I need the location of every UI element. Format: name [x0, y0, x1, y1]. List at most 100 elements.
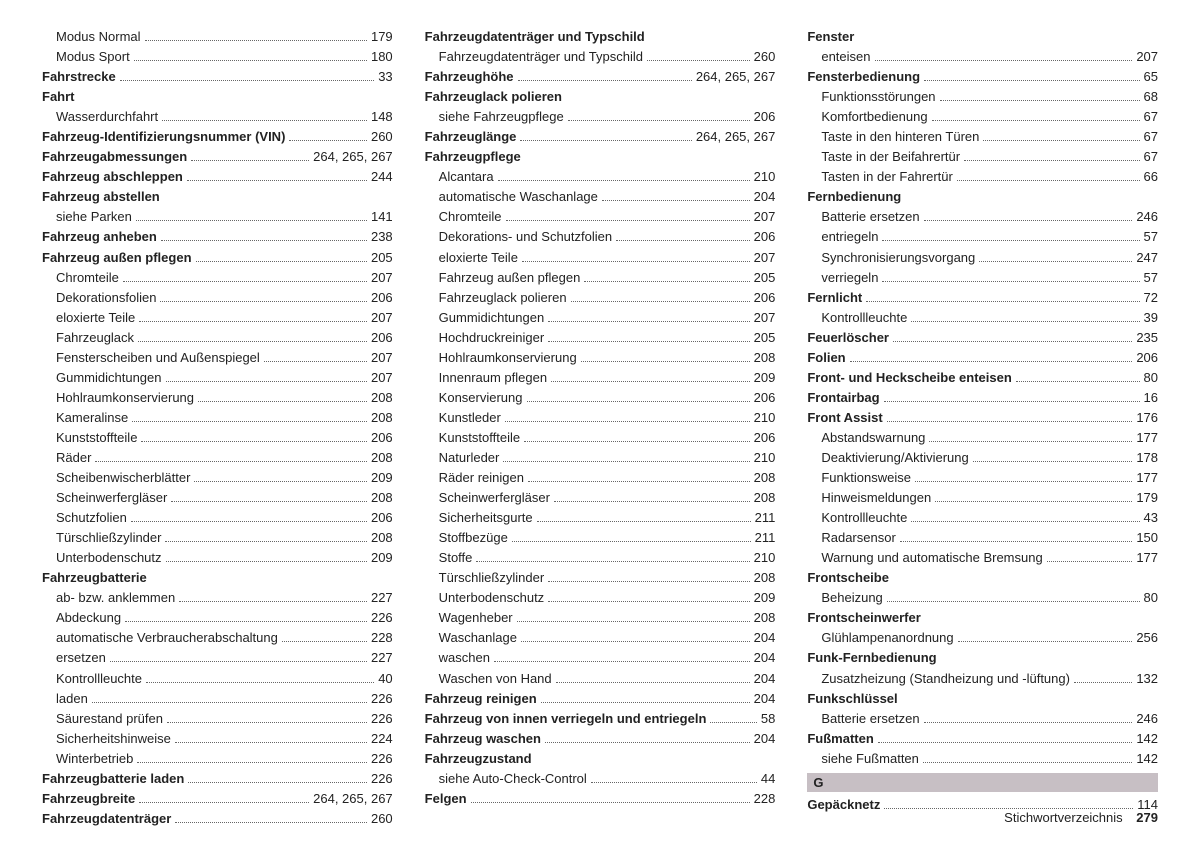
entry-label: Tasten in der Fahrertür: [821, 168, 953, 186]
leader-dots: [289, 140, 367, 141]
leader-dots: [175, 822, 367, 823]
leader-dots: [932, 120, 1140, 121]
entry-label: Hohlraumkonservierung: [439, 349, 577, 367]
entry-label: eloxierte Teile: [439, 249, 518, 267]
leader-dots: [568, 120, 750, 121]
entry-page: 206: [754, 228, 776, 246]
leader-dots: [964, 160, 1139, 161]
index-entry: Hohlraumkonservierung208: [42, 389, 393, 407]
index-entry: Konservierung206: [425, 389, 776, 407]
entry-label: Feuerlöscher: [807, 329, 889, 347]
entry-page: 208: [754, 609, 776, 627]
leader-dots: [494, 661, 750, 662]
entry-page: 204: [754, 730, 776, 748]
entry-page: 177: [1136, 469, 1158, 487]
entry-page: 247: [1136, 249, 1158, 267]
entry-page: 207: [371, 349, 393, 367]
index-entry: Sicherheitsgurte211: [425, 509, 776, 527]
entry-label: Wagenheber: [439, 609, 513, 627]
entry-label: verriegeln: [821, 269, 878, 287]
leader-dots: [139, 321, 367, 322]
leader-dots: [141, 441, 367, 442]
index-entry: Beheizung80: [807, 589, 1158, 607]
index-entry: Folien206: [807, 349, 1158, 367]
leader-dots: [940, 100, 1140, 101]
leader-dots: [123, 281, 367, 282]
entry-page: 208: [371, 489, 393, 507]
entry-label: Fahrzeug abschleppen: [42, 168, 183, 186]
index-entry: Fußmatten142: [807, 730, 1158, 748]
entry-page: 67: [1144, 148, 1158, 166]
index-columns: Modus Normal179Modus Sport180Fahrstrecke…: [42, 28, 1158, 830]
index-entry: Modus Sport180: [42, 48, 393, 66]
leader-dots: [584, 281, 749, 282]
entry-label: Räder: [56, 449, 91, 467]
entry-page: 264, 265, 267: [313, 148, 393, 166]
entry-label: Fahrzeugbatterie laden: [42, 770, 184, 788]
entry-page: 150: [1136, 529, 1158, 547]
index-entry: Winterbetrieb226: [42, 750, 393, 768]
entry-page: 264, 265, 267: [313, 790, 393, 808]
entry-page: 206: [754, 289, 776, 307]
index-entry: siehe Fußmatten142: [807, 750, 1158, 768]
entry-page: 246: [1136, 710, 1158, 728]
index-entry: Fahrzeughöhe264, 265, 267: [425, 68, 776, 86]
index-entry: Türschließzylinder208: [42, 529, 393, 547]
entry-page: 142: [1136, 730, 1158, 748]
entry-label: Frontairbag: [807, 389, 879, 407]
entry-page: 210: [754, 409, 776, 427]
entry-page: 226: [371, 750, 393, 768]
leader-dots: [95, 461, 367, 462]
entry-label: Batterie ersetzen: [821, 208, 919, 226]
index-entry: ersetzen227: [42, 649, 393, 667]
entry-label: Säurestand prüfen: [56, 710, 163, 728]
entry-page: 264, 265, 267: [696, 68, 776, 86]
leader-dots: [282, 641, 367, 642]
entry-page: 180: [371, 48, 393, 66]
leader-dots: [520, 140, 691, 141]
leader-dots: [160, 301, 367, 302]
entry-label: Zusatzheizung (Standheizung und -lüftung…: [821, 670, 1070, 688]
entry-label: Fahrzeuglack: [56, 329, 134, 347]
entry-label: Waschen von Hand: [439, 670, 552, 688]
entry-label: Felgen: [425, 790, 467, 808]
index-entry: Wagenheber 208: [425, 609, 776, 627]
index-header: Fahrzeuglack polieren: [425, 88, 776, 106]
entry-page: 176: [1136, 409, 1158, 427]
leader-dots: [878, 742, 1133, 743]
index-entry: Scheinwerfergläser208: [42, 489, 393, 507]
entry-label: automatische Verbraucherabschaltung: [56, 629, 278, 647]
entry-label: Kunststoffteile: [439, 429, 520, 447]
leader-dots: [506, 220, 750, 221]
index-entry: Kunststoffteile206: [425, 429, 776, 447]
leader-dots: [161, 240, 367, 241]
index-entry: Räder208: [42, 449, 393, 467]
index-entry: Front Assist176: [807, 409, 1158, 427]
index-entry: Kunststoffteile206: [42, 429, 393, 447]
index-entry: Stoffbezüge211: [425, 529, 776, 547]
leader-dots: [887, 601, 1140, 602]
index-header: Frontscheibe: [807, 569, 1158, 587]
index-entry: enteisen207: [807, 48, 1158, 66]
entry-page: 65: [1144, 68, 1158, 86]
leader-dots: [503, 461, 749, 462]
entry-page: 142: [1136, 750, 1158, 768]
entry-label: automatische Waschanlage: [439, 188, 598, 206]
entry-label: Gepäcknetz: [807, 796, 880, 814]
entry-page: 206: [371, 509, 393, 527]
index-entry: Scheibenwischerblätter209: [42, 469, 393, 487]
index-entry: Fahrzeugbatterie laden226: [42, 770, 393, 788]
entry-label: enteisen: [821, 48, 870, 66]
entry-label: Synchronisierungsvorgang: [821, 249, 975, 267]
entry-label: Batterie ersetzen: [821, 710, 919, 728]
entry-page: 204: [754, 649, 776, 667]
entry-page: 33: [378, 68, 392, 86]
leader-dots: [887, 421, 1133, 422]
entry-page: 206: [371, 329, 393, 347]
leader-dots: [188, 782, 367, 783]
entry-page: 44: [761, 770, 775, 788]
index-entry: Kontrollleuchte40: [42, 670, 393, 688]
index-entry: Kameralinse208: [42, 409, 393, 427]
entry-label: Funktionsstörungen: [821, 88, 935, 106]
index-entry: Fahrzeugbreite264, 265, 267: [42, 790, 393, 808]
